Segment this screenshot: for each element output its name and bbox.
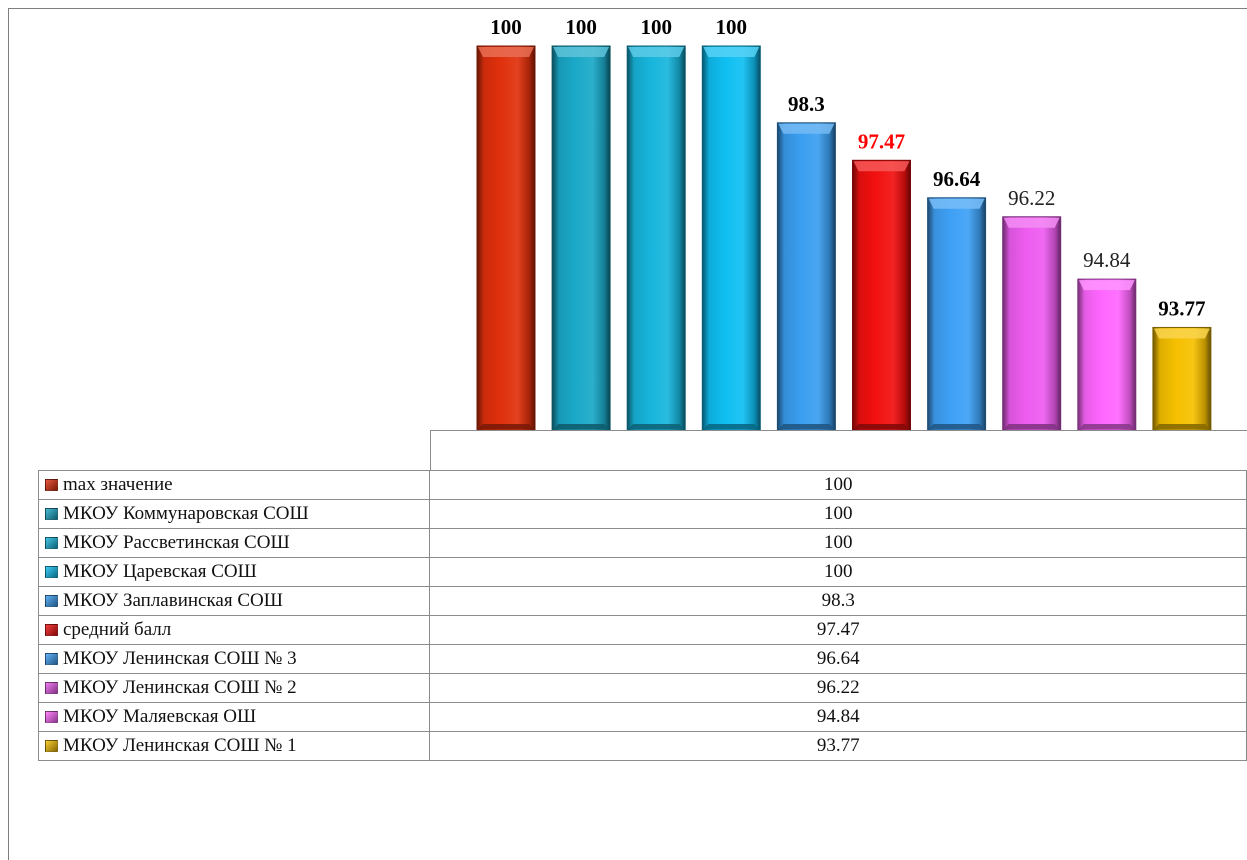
bar-2: [551, 45, 611, 431]
series-name-cell: МКОУ Ленинская СОШ № 2: [37, 673, 431, 703]
series-value-cell: 96.64: [429, 644, 1247, 674]
data-label-7: 96.64: [933, 167, 981, 191]
series-name-cell: max значение: [37, 470, 431, 500]
legend-key-icon: [45, 624, 58, 636]
data-label-8: 96.22: [1008, 186, 1055, 210]
table-row: МКОУ Ленинская СОШ № 1 93.77: [37, 731, 1247, 761]
series-value-cell: 93.77: [429, 731, 1247, 761]
legend-key-icon: [45, 537, 58, 549]
series-value-cell: 100: [429, 499, 1247, 529]
table-row: max значение 100: [37, 470, 1247, 500]
series-value-cell: 100: [429, 528, 1247, 558]
legend-key-icon: [45, 711, 58, 723]
bar-chart: 100 100 100 100 98.3 97.47 96.64 96.22 94.84 93.7…: [476, 15, 1212, 431]
legend-key-icon: [45, 595, 58, 607]
bar-6: [852, 159, 911, 431]
series-name: МКОУ Маляевская ОШ: [63, 706, 257, 727]
series-name-cell: средний балл: [37, 615, 431, 645]
table-row: МКОУ Маляевская ОШ 94.84: [37, 702, 1247, 732]
table-row: МКОУ Ленинская СОШ № 3 96.64: [37, 644, 1247, 674]
bar-5: [776, 122, 836, 431]
table-row: МКОУ Ленинская СОШ № 2 96.22: [37, 673, 1247, 703]
data-label-2: 100: [565, 15, 597, 39]
series-value-cell: 94.84: [429, 702, 1247, 732]
series-name: МКОУ Коммунаровская СОШ: [63, 503, 309, 524]
series-name-cell: МКОУ Рассветинская СОШ: [37, 528, 431, 558]
bar-10: [1152, 326, 1212, 431]
legend-key-icon: [45, 653, 58, 665]
legend-key-icon: [45, 566, 58, 578]
data-label-5: 98.3: [788, 92, 825, 116]
table-row: средний балл 97.47: [37, 615, 1247, 645]
series-value-cell: 98.3: [429, 586, 1247, 616]
series-name-cell: МКОУ Маляевская ОШ: [37, 702, 431, 732]
series-name-cell: МКОУ Ленинская СОШ № 3: [37, 644, 431, 674]
bar-3: [626, 45, 686, 431]
data-label-1: 100: [490, 15, 522, 39]
series-value-cell: 100: [429, 557, 1247, 587]
table-row: МКОУ Рассветинская СОШ 100: [37, 528, 1247, 558]
series-name-cell: МКОУ Царевская СОШ: [37, 557, 431, 587]
bar-1: [476, 45, 536, 431]
legend-key-icon: [45, 508, 58, 520]
data-label-4: 100: [716, 15, 748, 39]
series-name-cell: МКОУ Ленинская СОШ № 1: [37, 731, 431, 761]
legend-key-icon: [45, 682, 58, 694]
bar-4: [701, 45, 761, 431]
series-name: МКОУ Ленинская СОШ № 2: [63, 677, 297, 698]
series-name: МКОУ Царевская СОШ: [63, 561, 257, 582]
data-label-9: 94.84: [1083, 248, 1131, 272]
series-name-cell: МКОУ Коммунаровская СОШ: [37, 499, 431, 529]
data-table-header: [430, 430, 1247, 470]
series-name: МКОУ Ленинская СОШ № 1: [63, 735, 297, 756]
series-value-cell: 100: [429, 470, 1247, 500]
data-label-10: 93.77: [1158, 296, 1205, 320]
series-name: МКОУ Рассветинская СОШ: [63, 532, 290, 553]
series-name: МКОУ Ленинская СОШ № 3: [63, 648, 297, 669]
data-label-3: 100: [640, 15, 672, 39]
series-name: max значение: [63, 474, 173, 495]
legend-key-icon: [45, 479, 58, 491]
chart-frame: [8, 8, 1247, 860]
bar-7: [927, 197, 987, 431]
table-row: МКОУ Царевская СОШ 100: [37, 557, 1247, 587]
data-label-6: 97.47: [858, 129, 905, 153]
data-table: max значение 100 МКОУ Коммунаровская СОШ 10…: [37, 470, 1247, 761]
bar-9: [1077, 278, 1137, 431]
bar-8: [1002, 216, 1062, 431]
series-name: МКОУ Заплавинская СОШ: [63, 590, 283, 611]
table-row: МКОУ Заплавинская СОШ 98.3: [37, 586, 1247, 616]
legend-key-icon: [45, 740, 58, 752]
series-name-cell: МКОУ Заплавинская СОШ: [37, 586, 431, 616]
series-name: средний балл: [63, 619, 172, 640]
series-value-cell: 96.22: [429, 673, 1247, 703]
series-value-cell: 97.47: [429, 615, 1247, 645]
table-row: МКОУ Коммунаровская СОШ 100: [37, 499, 1247, 529]
